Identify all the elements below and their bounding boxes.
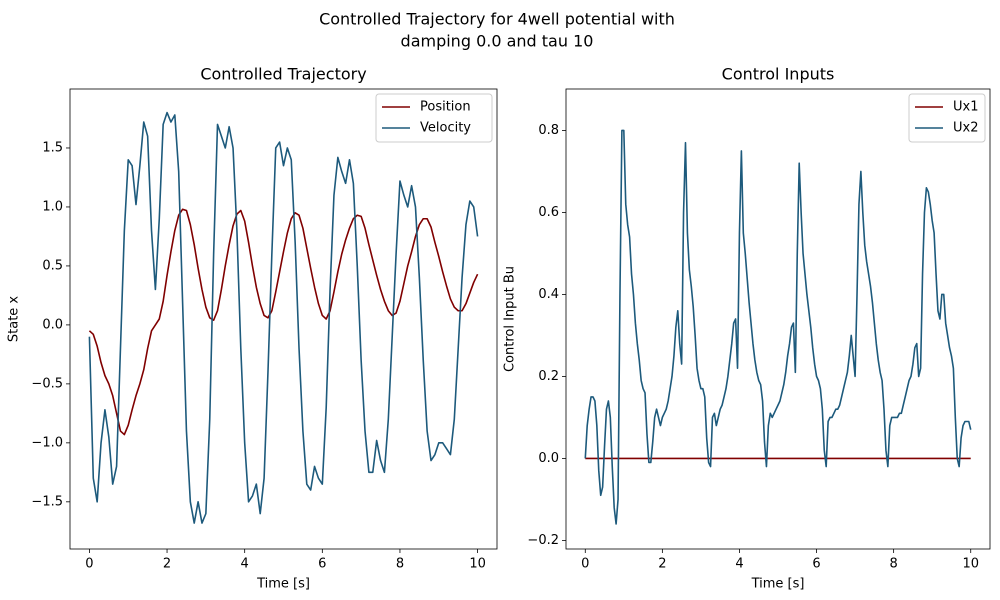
plot-area xyxy=(88,111,479,524)
series-line xyxy=(88,111,479,524)
legend-label: Ux1 xyxy=(953,100,978,115)
x-tick-label: 8 xyxy=(396,557,404,572)
x-tick-label: 2 xyxy=(658,557,666,572)
x-axis-label: Time [s] xyxy=(256,577,310,592)
legend-label: Ux2 xyxy=(953,121,978,136)
y-tick-label: −0.5 xyxy=(31,376,63,391)
y-axis-label: Control Input Bu xyxy=(503,266,518,372)
axes-frame xyxy=(565,88,991,550)
y-tick-label: −0.2 xyxy=(527,533,559,548)
x-tick-label: 10 xyxy=(962,557,979,572)
x-tick-label: 10 xyxy=(469,557,486,572)
x-tick-label: 8 xyxy=(889,557,897,572)
y-tick-label: 0.6 xyxy=(538,205,559,220)
axes-title: Controlled Trajectory xyxy=(200,65,366,84)
axes-frame xyxy=(69,88,498,550)
y-tick-label: −1.5 xyxy=(31,494,63,509)
y-tick-label: 1.0 xyxy=(42,199,63,214)
x-tick-label: 0 xyxy=(581,557,589,572)
y-tick-label: 0.4 xyxy=(538,287,559,302)
x-tick-label: 4 xyxy=(241,557,249,572)
legend-label: Position xyxy=(420,100,471,115)
x-tick-label: 4 xyxy=(735,557,743,572)
x-tick-label: 0 xyxy=(85,557,93,572)
figure-title: damping 0.0 and tau 10 xyxy=(401,32,594,51)
series-line xyxy=(88,208,479,436)
x-axis-label: Time [s] xyxy=(751,577,805,592)
legend-label: Velocity xyxy=(420,121,471,136)
x-tick-label: 2 xyxy=(163,557,171,572)
y-tick-label: 0.0 xyxy=(538,451,559,466)
y-tick-label: 0.2 xyxy=(538,369,559,384)
plot-area xyxy=(584,129,972,525)
x-tick-label: 6 xyxy=(318,557,326,572)
x-tick-label: 6 xyxy=(812,557,820,572)
y-tick-label: 0.8 xyxy=(538,123,559,138)
axes-title: Control Inputs xyxy=(722,65,835,84)
y-axis-label: State x xyxy=(7,296,22,343)
y-tick-label: 1.5 xyxy=(42,140,63,155)
y-tick-label: 0.0 xyxy=(42,317,63,332)
legend-box xyxy=(908,93,986,143)
y-tick-label: 0.5 xyxy=(42,258,63,273)
figure-title: Controlled Trajectory for 4well potentia… xyxy=(319,10,675,29)
series-line xyxy=(584,129,972,525)
y-tick-label: −1.0 xyxy=(31,435,63,450)
legend-box xyxy=(375,93,493,143)
